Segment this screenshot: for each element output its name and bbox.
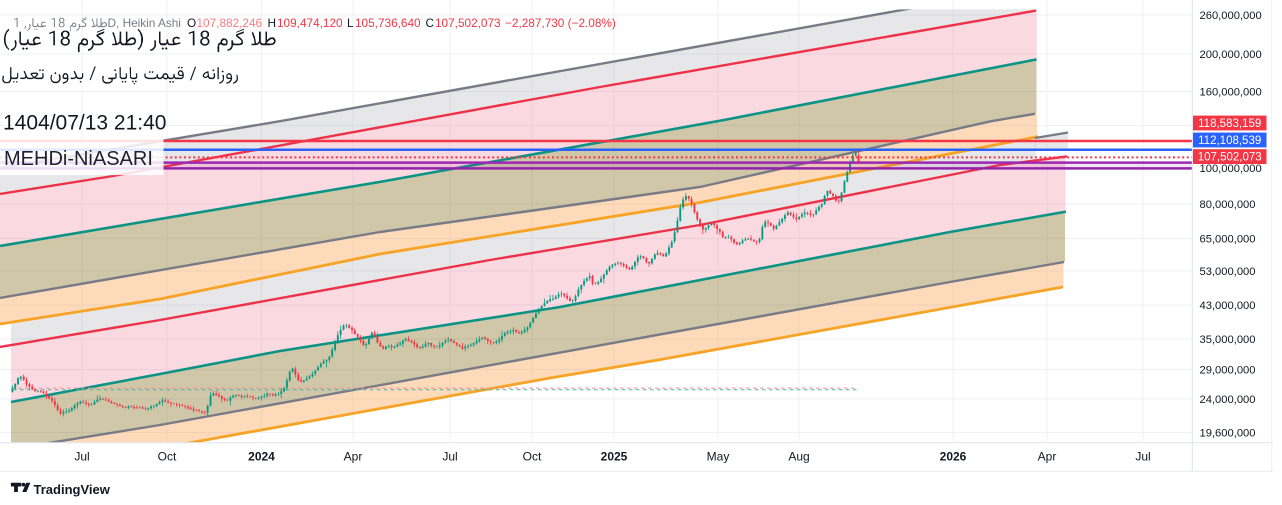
svg-text:118,583,159: 118,583,159 xyxy=(1198,118,1261,130)
svg-text:1404/07/13 21:40: 1404/07/13 21:40 xyxy=(3,111,167,134)
svg-text:112,108,539: 112,108,539 xyxy=(1198,135,1261,147)
svg-text:MEHDi-NiASARI: MEHDi-NiASARI xyxy=(4,148,153,170)
svg-text:TradingView: TradingView xyxy=(34,482,111,497)
svg-text:107,502,073: 107,502,073 xyxy=(1198,152,1262,164)
